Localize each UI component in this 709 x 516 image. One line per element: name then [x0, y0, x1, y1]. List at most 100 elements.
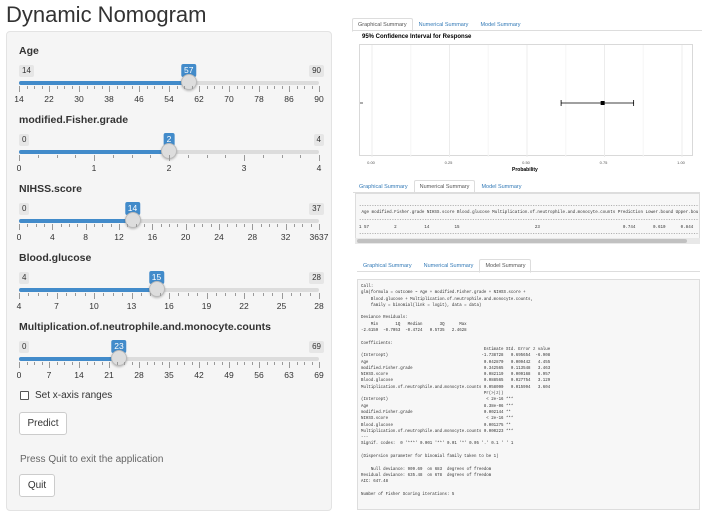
major-tick — [199, 86, 200, 92]
tab-graphical-summary[interactable]: Graphical Summary — [363, 263, 412, 269]
minor-tick — [178, 293, 180, 296]
minor-tick — [187, 293, 189, 296]
slider-track[interactable] — [19, 281, 319, 297]
minor-tick — [122, 293, 124, 296]
minor-tick — [251, 362, 253, 365]
tab-numerical-summary[interactable]: Numerical Summary — [418, 22, 469, 28]
minor-tick — [94, 86, 95, 89]
tab-graphical-summary[interactable]: Graphical Summary — [352, 18, 413, 32]
minor-tick — [244, 362, 245, 365]
slider-track[interactable] — [19, 350, 319, 366]
slider-max-label: 90 — [309, 65, 324, 77]
quit-button[interactable]: Quit — [19, 474, 55, 497]
major-tick — [109, 86, 110, 92]
slider-tick-label: 86 — [284, 94, 294, 104]
separator-line: ----------------------------------------… — [359, 205, 700, 209]
major-tick — [285, 224, 287, 230]
slider-label: NIHSS.score — [19, 183, 83, 195]
major-tick — [252, 224, 254, 230]
minor-tick — [266, 86, 268, 89]
major-tick — [19, 224, 20, 230]
slider-tick-label: 70 — [224, 94, 234, 104]
minor-tick — [150, 155, 152, 158]
minor-tick — [103, 293, 105, 296]
minor-tick — [37, 293, 39, 296]
minor-tick — [131, 155, 133, 158]
slider-tick-label: 38 — [104, 94, 114, 104]
minor-tick — [56, 155, 58, 158]
minor-tick — [296, 362, 298, 365]
numerical-header: Age modified.Fisher.grade NIHSS.score Bl… — [359, 211, 699, 215]
slider-min-label: 14 — [19, 65, 34, 77]
slider-fill — [19, 357, 119, 361]
slider-max-label: 69 — [309, 341, 324, 353]
slider-tick-label: 4 — [316, 163, 322, 173]
minor-tick — [124, 86, 125, 89]
minor-tick — [266, 362, 268, 365]
minor-tick — [277, 224, 279, 227]
slider-track[interactable] — [19, 212, 319, 228]
minor-tick — [34, 86, 35, 89]
minor-tick — [44, 224, 45, 227]
minor-tick — [262, 155, 264, 158]
tab-model-summary[interactable]: Model Summary — [481, 184, 522, 190]
scrollbar-thumb[interactable] — [357, 239, 687, 243]
minor-tick — [154, 86, 155, 89]
set-x-axis-ranges-checkbox[interactable]: Set x-axis ranges — [20, 390, 112, 401]
slider-track[interactable] — [19, 74, 319, 90]
slider-ticks — [19, 155, 320, 163]
minor-tick — [206, 155, 208, 158]
minor-tick — [184, 86, 185, 89]
slider-track[interactable] — [19, 143, 319, 159]
major-tick — [281, 293, 283, 299]
x-tick-label: 0.00 — [367, 160, 375, 165]
minor-tick — [176, 86, 178, 89]
checkbox-box[interactable] — [20, 391, 29, 400]
minor-tick — [269, 224, 270, 227]
minor-tick — [146, 86, 148, 89]
minor-tick — [310, 224, 312, 227]
minor-tick — [112, 155, 114, 158]
minor-tick — [281, 362, 283, 365]
minor-tick — [169, 224, 170, 227]
slider-tick-label: 46 — [134, 94, 144, 104]
slider-handle[interactable] — [111, 350, 127, 366]
slider-tick-label: 30 — [74, 94, 84, 104]
slider-tick-label: 0 — [16, 232, 22, 242]
minor-tick — [235, 224, 237, 227]
slider-value-bubble: 2 — [163, 133, 175, 146]
model-summary-text: Call: glm(formula = outcome ~ Age + modi… — [361, 285, 551, 497]
slider-tick-label: 78 — [254, 94, 264, 104]
checkbox-label: Set x-axis ranges — [35, 390, 113, 401]
predict-button[interactable]: Predict — [19, 412, 67, 435]
minor-tick — [146, 362, 148, 365]
tab-model-summary[interactable]: Model Summary — [480, 22, 521, 28]
minor-tick — [159, 293, 161, 296]
slider-fill — [19, 288, 157, 292]
minor-tick — [26, 362, 28, 365]
slider-tick-label: 28 — [134, 370, 144, 380]
minor-tick — [56, 86, 58, 89]
minor-tick — [35, 224, 37, 227]
minor-tick — [75, 155, 77, 158]
tab-model-summary[interactable]: Model Summary — [479, 259, 532, 273]
tab-numerical-summary[interactable]: Numerical Summary — [423, 263, 474, 269]
minor-tick — [234, 293, 236, 296]
slider-min-label: 0 — [19, 134, 30, 146]
major-tick — [152, 224, 154, 230]
tab-graphical-summary[interactable]: Graphical Summary — [359, 184, 408, 190]
minor-tick — [64, 86, 65, 89]
major-tick — [52, 224, 54, 230]
major-tick — [139, 362, 140, 368]
minor-tick — [262, 293, 264, 296]
minor-tick — [116, 362, 118, 365]
horizontal-scrollbar[interactable] — [355, 238, 700, 244]
slider-fill — [19, 150, 169, 154]
slider-ticks — [19, 224, 320, 232]
slider-tick-label: 42 — [194, 370, 204, 380]
minor-tick — [272, 293, 274, 296]
minor-tick — [225, 155, 227, 158]
slider-fill — [19, 81, 189, 85]
major-tick — [219, 224, 220, 230]
major-tick — [169, 293, 170, 299]
